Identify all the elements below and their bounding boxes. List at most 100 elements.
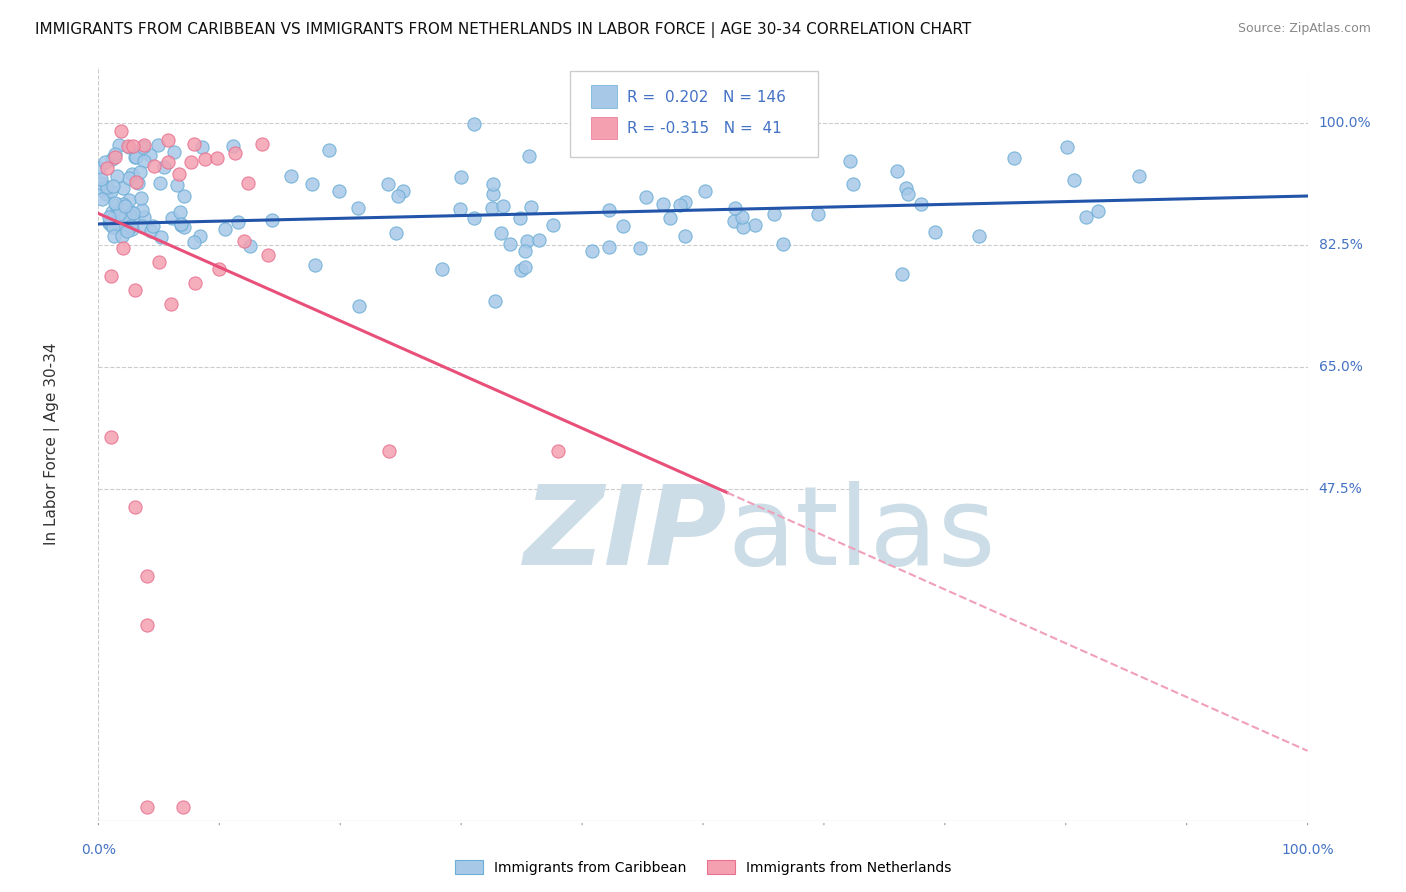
Point xyxy=(121,206,143,220)
Point xyxy=(541,218,564,232)
Point xyxy=(129,191,152,205)
Point xyxy=(1063,173,1085,187)
Point xyxy=(628,241,651,255)
Point xyxy=(104,150,127,164)
Point xyxy=(121,222,143,236)
Point xyxy=(125,174,148,188)
Point xyxy=(967,228,990,243)
Bar xyxy=(591,85,617,108)
Point xyxy=(134,153,156,168)
Point xyxy=(105,208,128,222)
Point xyxy=(347,299,370,313)
Point xyxy=(127,176,149,190)
Point xyxy=(499,237,522,252)
Point xyxy=(890,268,912,282)
Point xyxy=(98,210,121,224)
Point xyxy=(148,138,170,153)
Point xyxy=(669,198,692,212)
Point xyxy=(886,163,908,178)
Text: 65.0%: 65.0% xyxy=(1319,360,1362,374)
Point xyxy=(125,150,148,164)
Point xyxy=(910,197,932,211)
Point xyxy=(118,208,141,222)
Point xyxy=(673,194,696,209)
Point xyxy=(104,146,127,161)
Point xyxy=(96,180,118,194)
Point xyxy=(135,618,157,632)
Point xyxy=(124,150,146,164)
Point xyxy=(100,185,122,199)
Point xyxy=(236,176,259,190)
Point xyxy=(897,186,920,201)
Point xyxy=(430,261,453,276)
Point xyxy=(149,229,172,244)
Point xyxy=(131,219,153,233)
Point xyxy=(100,218,122,232)
Point xyxy=(222,138,245,153)
Point xyxy=(180,155,202,169)
Point xyxy=(842,178,865,192)
Point xyxy=(481,177,503,191)
Point xyxy=(139,148,162,162)
Bar xyxy=(591,117,617,139)
Point xyxy=(304,258,326,272)
Point xyxy=(252,136,274,151)
Point xyxy=(301,177,323,191)
Point xyxy=(91,192,114,206)
Point xyxy=(124,283,146,297)
Point xyxy=(772,237,794,252)
Point xyxy=(484,294,506,309)
Point xyxy=(142,159,165,173)
Point xyxy=(188,228,211,243)
Point xyxy=(103,220,125,235)
Point xyxy=(1074,210,1097,224)
Point xyxy=(118,171,141,186)
Point xyxy=(489,226,512,240)
Point xyxy=(111,241,134,255)
Point xyxy=(115,224,138,238)
Point xyxy=(166,178,188,192)
Point xyxy=(170,218,193,232)
Legend: Immigrants from Caribbean, Immigrants from Netherlands: Immigrants from Caribbean, Immigrants fr… xyxy=(450,855,956,880)
Point xyxy=(208,262,231,277)
Point xyxy=(156,133,179,147)
Point xyxy=(463,211,485,226)
Point xyxy=(100,269,122,284)
Point xyxy=(652,197,675,211)
Point xyxy=(169,204,191,219)
Point xyxy=(763,207,786,221)
Point xyxy=(94,154,117,169)
Point xyxy=(377,177,399,191)
Point xyxy=(509,262,531,277)
Point xyxy=(124,500,146,514)
Point xyxy=(527,233,550,247)
Point xyxy=(214,222,236,236)
Point xyxy=(481,201,503,215)
Point xyxy=(105,169,128,184)
Point xyxy=(160,297,183,311)
Point xyxy=(239,238,262,252)
Point xyxy=(118,193,141,207)
Point xyxy=(90,181,112,195)
Point xyxy=(723,213,745,227)
Point xyxy=(108,137,131,152)
Point xyxy=(256,248,278,262)
Text: 47.5%: 47.5% xyxy=(1319,483,1362,496)
Point xyxy=(111,197,134,211)
Point xyxy=(598,202,620,217)
Point xyxy=(838,154,860,169)
Text: ZIP: ZIP xyxy=(523,481,727,588)
Point xyxy=(118,140,141,154)
Point xyxy=(89,161,111,175)
Point xyxy=(111,228,134,243)
Point xyxy=(153,160,176,174)
Point xyxy=(191,140,214,154)
Point xyxy=(184,277,207,291)
Point xyxy=(97,216,120,230)
Point xyxy=(104,219,127,234)
Point xyxy=(695,184,717,198)
Point xyxy=(157,155,180,169)
Point xyxy=(135,569,157,583)
Point xyxy=(205,151,228,165)
Text: In Labor Force | Age 30-34: In Labor Force | Age 30-34 xyxy=(45,343,60,545)
